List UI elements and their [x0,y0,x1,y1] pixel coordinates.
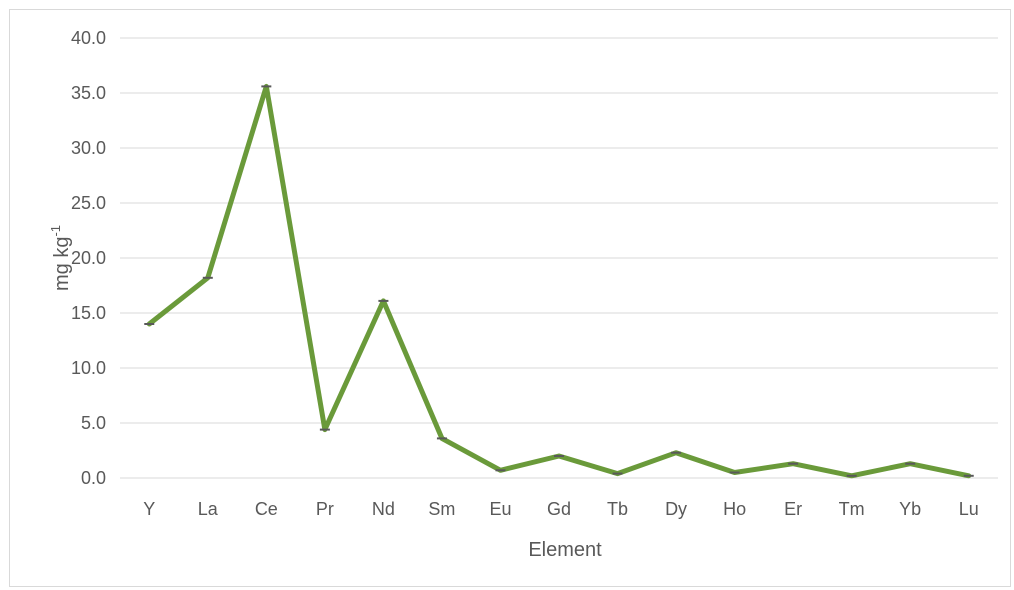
x-tick-label: Eu [489,499,511,519]
chart-frame [9,9,1011,587]
x-tick-label: Ho [723,499,746,519]
x-tick-label: Sm [428,499,455,519]
x-tick-label: Y [143,499,155,519]
y-axis-title-base: mg kg [51,237,73,291]
y-tick-label: 30.0 [71,138,106,158]
y-tick-label: 40.0 [71,28,106,48]
x-tick-label: Yb [899,499,921,519]
x-axis-title: Element [528,539,602,561]
y-tick-label: 35.0 [71,83,106,103]
x-tick-label: Ce [255,499,278,519]
y-axis-title: mg kg-1 [48,225,73,291]
x-tick-label: La [198,499,219,519]
x-tick-label: Nd [372,499,395,519]
y-axis-ticks: 0.0 5.0 10.0 15.0 20.0 25.0 30.0 35.0 40.0 [71,28,106,488]
gridlines [120,37,998,479]
y-tick-label: 5.0 [81,413,106,433]
x-tick-label: Tm [839,499,865,519]
x-tick-label: Er [784,499,802,519]
data-series [144,83,974,479]
x-tick-label: Lu [959,499,979,519]
y-tick-label: 10.0 [71,358,106,378]
x-axis-ticks: Y La Ce Pr Nd Sm Eu Gd Tb Dy Ho Er Tm Yb Lu [143,499,978,519]
series-line [146,83,972,479]
y-tick-label: 0.0 [81,468,106,488]
y-tick-label: 15.0 [71,303,106,323]
y-axis-title-superscript: -1 [48,225,63,237]
y-tick-label: 25.0 [71,193,106,213]
x-tick-label: Gd [547,499,571,519]
x-tick-label: Pr [316,499,334,519]
x-tick-label: Dy [665,499,687,519]
y-tick-label: 20.0 [71,248,106,268]
x-tick-label: Tb [607,499,628,519]
